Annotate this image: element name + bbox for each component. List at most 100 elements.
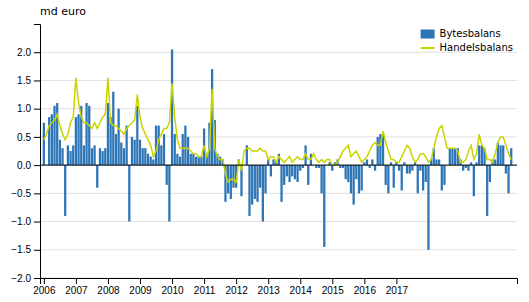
x-tick: 2015 — [322, 278, 345, 296]
x-tick: 2017 — [386, 278, 409, 296]
bar — [107, 103, 109, 165]
bar-series — [43, 49, 513, 249]
bar — [393, 165, 395, 188]
y-tick-label: 2.0 — [17, 47, 31, 58]
grid-line — [40, 249, 517, 250]
bar — [112, 92, 114, 165]
bar — [406, 165, 408, 173]
bar — [259, 165, 261, 188]
bar — [59, 140, 61, 165]
bar — [294, 165, 296, 179]
x-tick-label: 2012 — [226, 285, 249, 296]
bar — [128, 165, 130, 221]
x-tick: 2011 — [194, 278, 216, 296]
bar — [454, 148, 456, 165]
bar — [422, 165, 424, 190]
bar — [438, 159, 440, 165]
bar — [179, 157, 181, 165]
legend-item: Handelsbalans — [421, 42, 513, 53]
bar — [283, 165, 285, 185]
bar — [371, 159, 373, 165]
x-tick: 2009 — [129, 278, 152, 296]
bar — [350, 165, 352, 193]
bar — [176, 154, 178, 165]
bar — [120, 143, 122, 166]
bar — [507, 165, 509, 193]
y-tick-mark — [34, 278, 40, 279]
x-tick-mark — [332, 278, 333, 284]
bar — [441, 165, 443, 190]
y-tick-label: 1.5 — [17, 75, 31, 86]
bar — [232, 165, 234, 188]
bar — [387, 165, 389, 193]
x-tick-mark — [364, 278, 365, 284]
bar — [409, 165, 411, 173]
x-tick-label: 2007 — [65, 285, 88, 296]
y-tick-label: −2.0 — [11, 273, 31, 284]
bar — [296, 165, 298, 182]
bar — [486, 165, 488, 216]
bar — [72, 145, 74, 165]
bar — [168, 165, 170, 221]
x-tick-mark — [140, 278, 141, 284]
grid-line — [40, 165, 517, 166]
bar — [272, 159, 274, 165]
bar — [331, 165, 333, 171]
legend-label: Bytesbalans — [440, 28, 501, 39]
x-tick-label: 2016 — [354, 285, 377, 296]
bar — [286, 165, 288, 176]
bar — [291, 165, 293, 176]
y-tick-label: 0.5 — [17, 132, 31, 143]
x-tick-mark — [172, 278, 173, 284]
bar — [192, 154, 194, 165]
y-tick-label: 1.0 — [17, 103, 31, 114]
y-tick-mark — [34, 165, 40, 166]
zero-line — [40, 165, 517, 166]
bar — [502, 145, 504, 165]
grid-line — [40, 80, 517, 81]
x-tick-label: 2009 — [129, 285, 152, 296]
bar — [473, 165, 475, 196]
bar — [401, 165, 403, 190]
bar — [150, 157, 152, 165]
bar — [262, 165, 264, 221]
bar — [499, 145, 501, 165]
bar — [358, 165, 360, 193]
bar — [230, 165, 232, 199]
bar — [144, 148, 146, 165]
bar — [163, 134, 165, 165]
x-tick: 2006 — [33, 278, 56, 296]
bar — [134, 140, 136, 165]
grid — [40, 52, 517, 278]
bar — [248, 165, 250, 216]
bar — [117, 109, 119, 165]
grid-line — [40, 193, 517, 194]
bar — [451, 148, 453, 165]
bar — [494, 159, 496, 165]
bar — [419, 165, 421, 171]
y-tick-label: −0.5 — [11, 188, 31, 199]
x-axis-line — [41, 279, 518, 285]
bar — [443, 165, 445, 185]
bar — [96, 165, 98, 188]
x-tick-mark — [108, 278, 109, 284]
legend-item: Bytesbalans — [421, 28, 501, 39]
bar — [147, 154, 149, 165]
bar — [361, 165, 363, 190]
bar — [377, 137, 379, 165]
bar — [43, 123, 45, 165]
bar — [366, 159, 368, 165]
bar — [195, 157, 197, 165]
y-tick: −0.5 — [11, 188, 40, 199]
bar — [398, 165, 400, 171]
line — [44, 78, 511, 182]
legend-swatch — [421, 30, 435, 39]
bar — [467, 165, 469, 171]
bar — [411, 165, 413, 171]
y-axis-line — [34, 25, 41, 279]
y-tick: 0.5 — [17, 132, 40, 143]
y-tick: 1.5 — [17, 75, 40, 86]
bar — [101, 151, 103, 165]
bar — [320, 165, 322, 193]
bar — [99, 148, 101, 165]
